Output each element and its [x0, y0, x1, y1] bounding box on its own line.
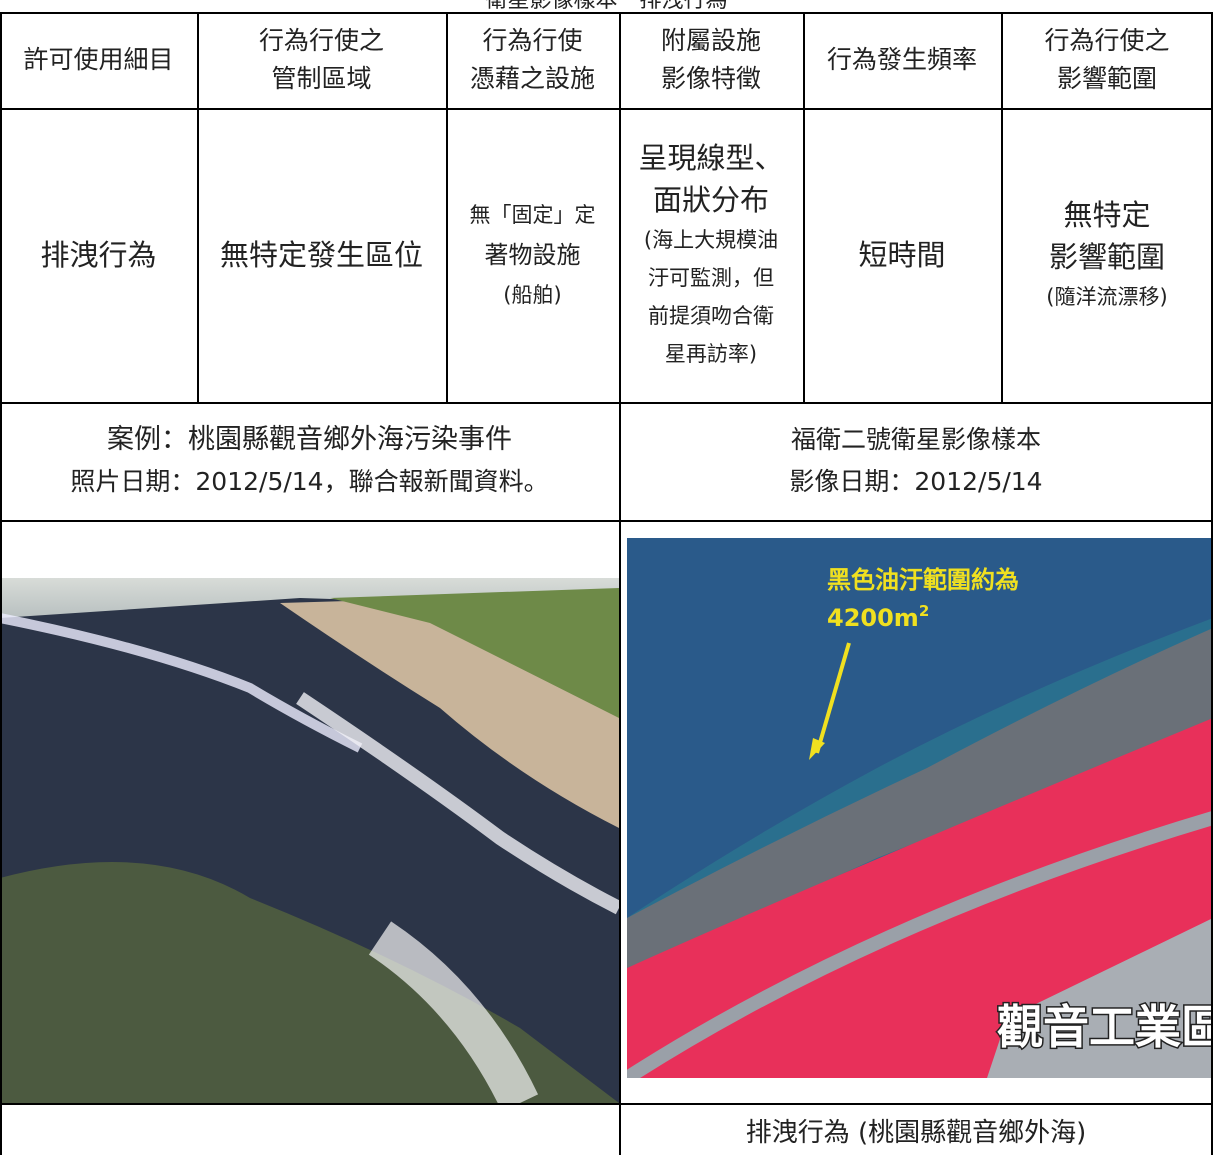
- cell: 短時間: [803, 108, 1001, 402]
- header-cell: 許可使用細目: [0, 12, 197, 108]
- text: 著物設施: [484, 241, 581, 269]
- text: 行為行使: [482, 26, 583, 55]
- text: 影響範圍: [1056, 64, 1157, 93]
- header-cell: 行為行使之 管制區域: [197, 12, 446, 108]
- text: 4200m: [827, 604, 919, 632]
- rule: [0, 402, 1213, 404]
- text: 面狀分布: [652, 183, 769, 217]
- text: 短時間: [858, 238, 946, 272]
- text: 呈現線型、: [638, 141, 784, 175]
- text: 排洩行為 (桃園縣觀音鄉外海): [745, 1117, 1087, 1148]
- satellite-image: 黑色油汙範圍約為 4200m2 觀音工業區: [627, 538, 1213, 1078]
- rule: [0, 12, 1213, 14]
- rule: [0, 520, 1213, 522]
- header-cell: 行為行使 憑藉之設施: [446, 12, 619, 108]
- cell: 呈現線型、面狀分布 (海上大規模油 汙可監測，但 前提須吻合衛 星再訪率): [619, 108, 803, 402]
- text: 影像特徵: [660, 64, 761, 93]
- text: 管制區域: [271, 64, 372, 93]
- text: 排洩行為: [40, 238, 157, 272]
- header-cell: 附屬設施 影像特徵: [619, 12, 803, 108]
- text: (隨洋流漂移): [1046, 285, 1168, 309]
- text: 許可使用細目: [23, 45, 174, 74]
- rule: [1001, 12, 1003, 402]
- annotation: 4200m2: [827, 602, 929, 632]
- cell: 無特定發生區位: [197, 108, 446, 402]
- text: 無特定: [1063, 198, 1151, 232]
- rule: [197, 12, 199, 402]
- text: 福衛二號衛星影像樣本: [790, 425, 1041, 454]
- arrow: [815, 642, 851, 754]
- rule: [0, 12, 2, 1155]
- cell: 無「固定」定著物設施 (船舶): [446, 108, 619, 402]
- rule: [0, 1103, 1213, 1105]
- title-text: 衛星影像樣本－排洩行為: [485, 0, 728, 13]
- text: (海上大規模油: [643, 228, 779, 252]
- text: 無特定發生區位: [219, 238, 423, 272]
- area-label: 觀音工業區: [997, 1000, 1213, 1054]
- rule: [803, 12, 805, 402]
- header-cell: 行為行使之 影響範圍: [1001, 12, 1213, 108]
- text: 無「固定」定: [469, 203, 596, 227]
- rule: [0, 108, 1213, 110]
- title: 衛星影像樣本－排洩行為: [0, 0, 1213, 18]
- arrowhead: [809, 738, 825, 760]
- text: 影像日期：2012/5/14: [789, 467, 1043, 496]
- text: 行為發生頻率: [826, 45, 977, 74]
- text: 憑藉之設施: [469, 64, 595, 93]
- rule: [1211, 12, 1213, 1155]
- cell: 排洩行為: [0, 108, 197, 402]
- header-cell: 行為發生頻率: [803, 12, 1001, 108]
- rule: [446, 12, 448, 402]
- rule: [619, 12, 621, 1155]
- text: 案例：桃園縣觀音鄉外海污染事件: [107, 424, 512, 455]
- cell: 無特定影響範圍 (隨洋流漂移): [1001, 108, 1213, 402]
- text: 影響範圍: [1048, 240, 1165, 274]
- text: 行為行使之: [258, 26, 384, 55]
- text: 2: [919, 602, 929, 620]
- text: 附屬設施: [660, 26, 761, 55]
- annotation: 黑色油汙範圍約為: [827, 566, 1019, 594]
- text: 星再訪率): [664, 342, 758, 366]
- text: (船舶): [503, 283, 562, 307]
- text: 照片日期：2012/5/14，聯合報新聞資料。: [70, 467, 549, 496]
- case-cell: 案例：桃園縣觀音鄉外海污染事件照片日期：2012/5/14，聯合報新聞資料。: [0, 402, 619, 520]
- caption: 排洩行為 (桃園縣觀音鄉外海): [619, 1105, 1213, 1155]
- case-cell: 福衛二號衛星影像樣本 影像日期：2012/5/14: [619, 402, 1213, 520]
- beach-photo: [0, 578, 619, 1103]
- text: 汙可監測，但: [648, 266, 774, 290]
- text: 行為行使之: [1044, 26, 1170, 55]
- text: 前提須吻合衛: [648, 304, 774, 328]
